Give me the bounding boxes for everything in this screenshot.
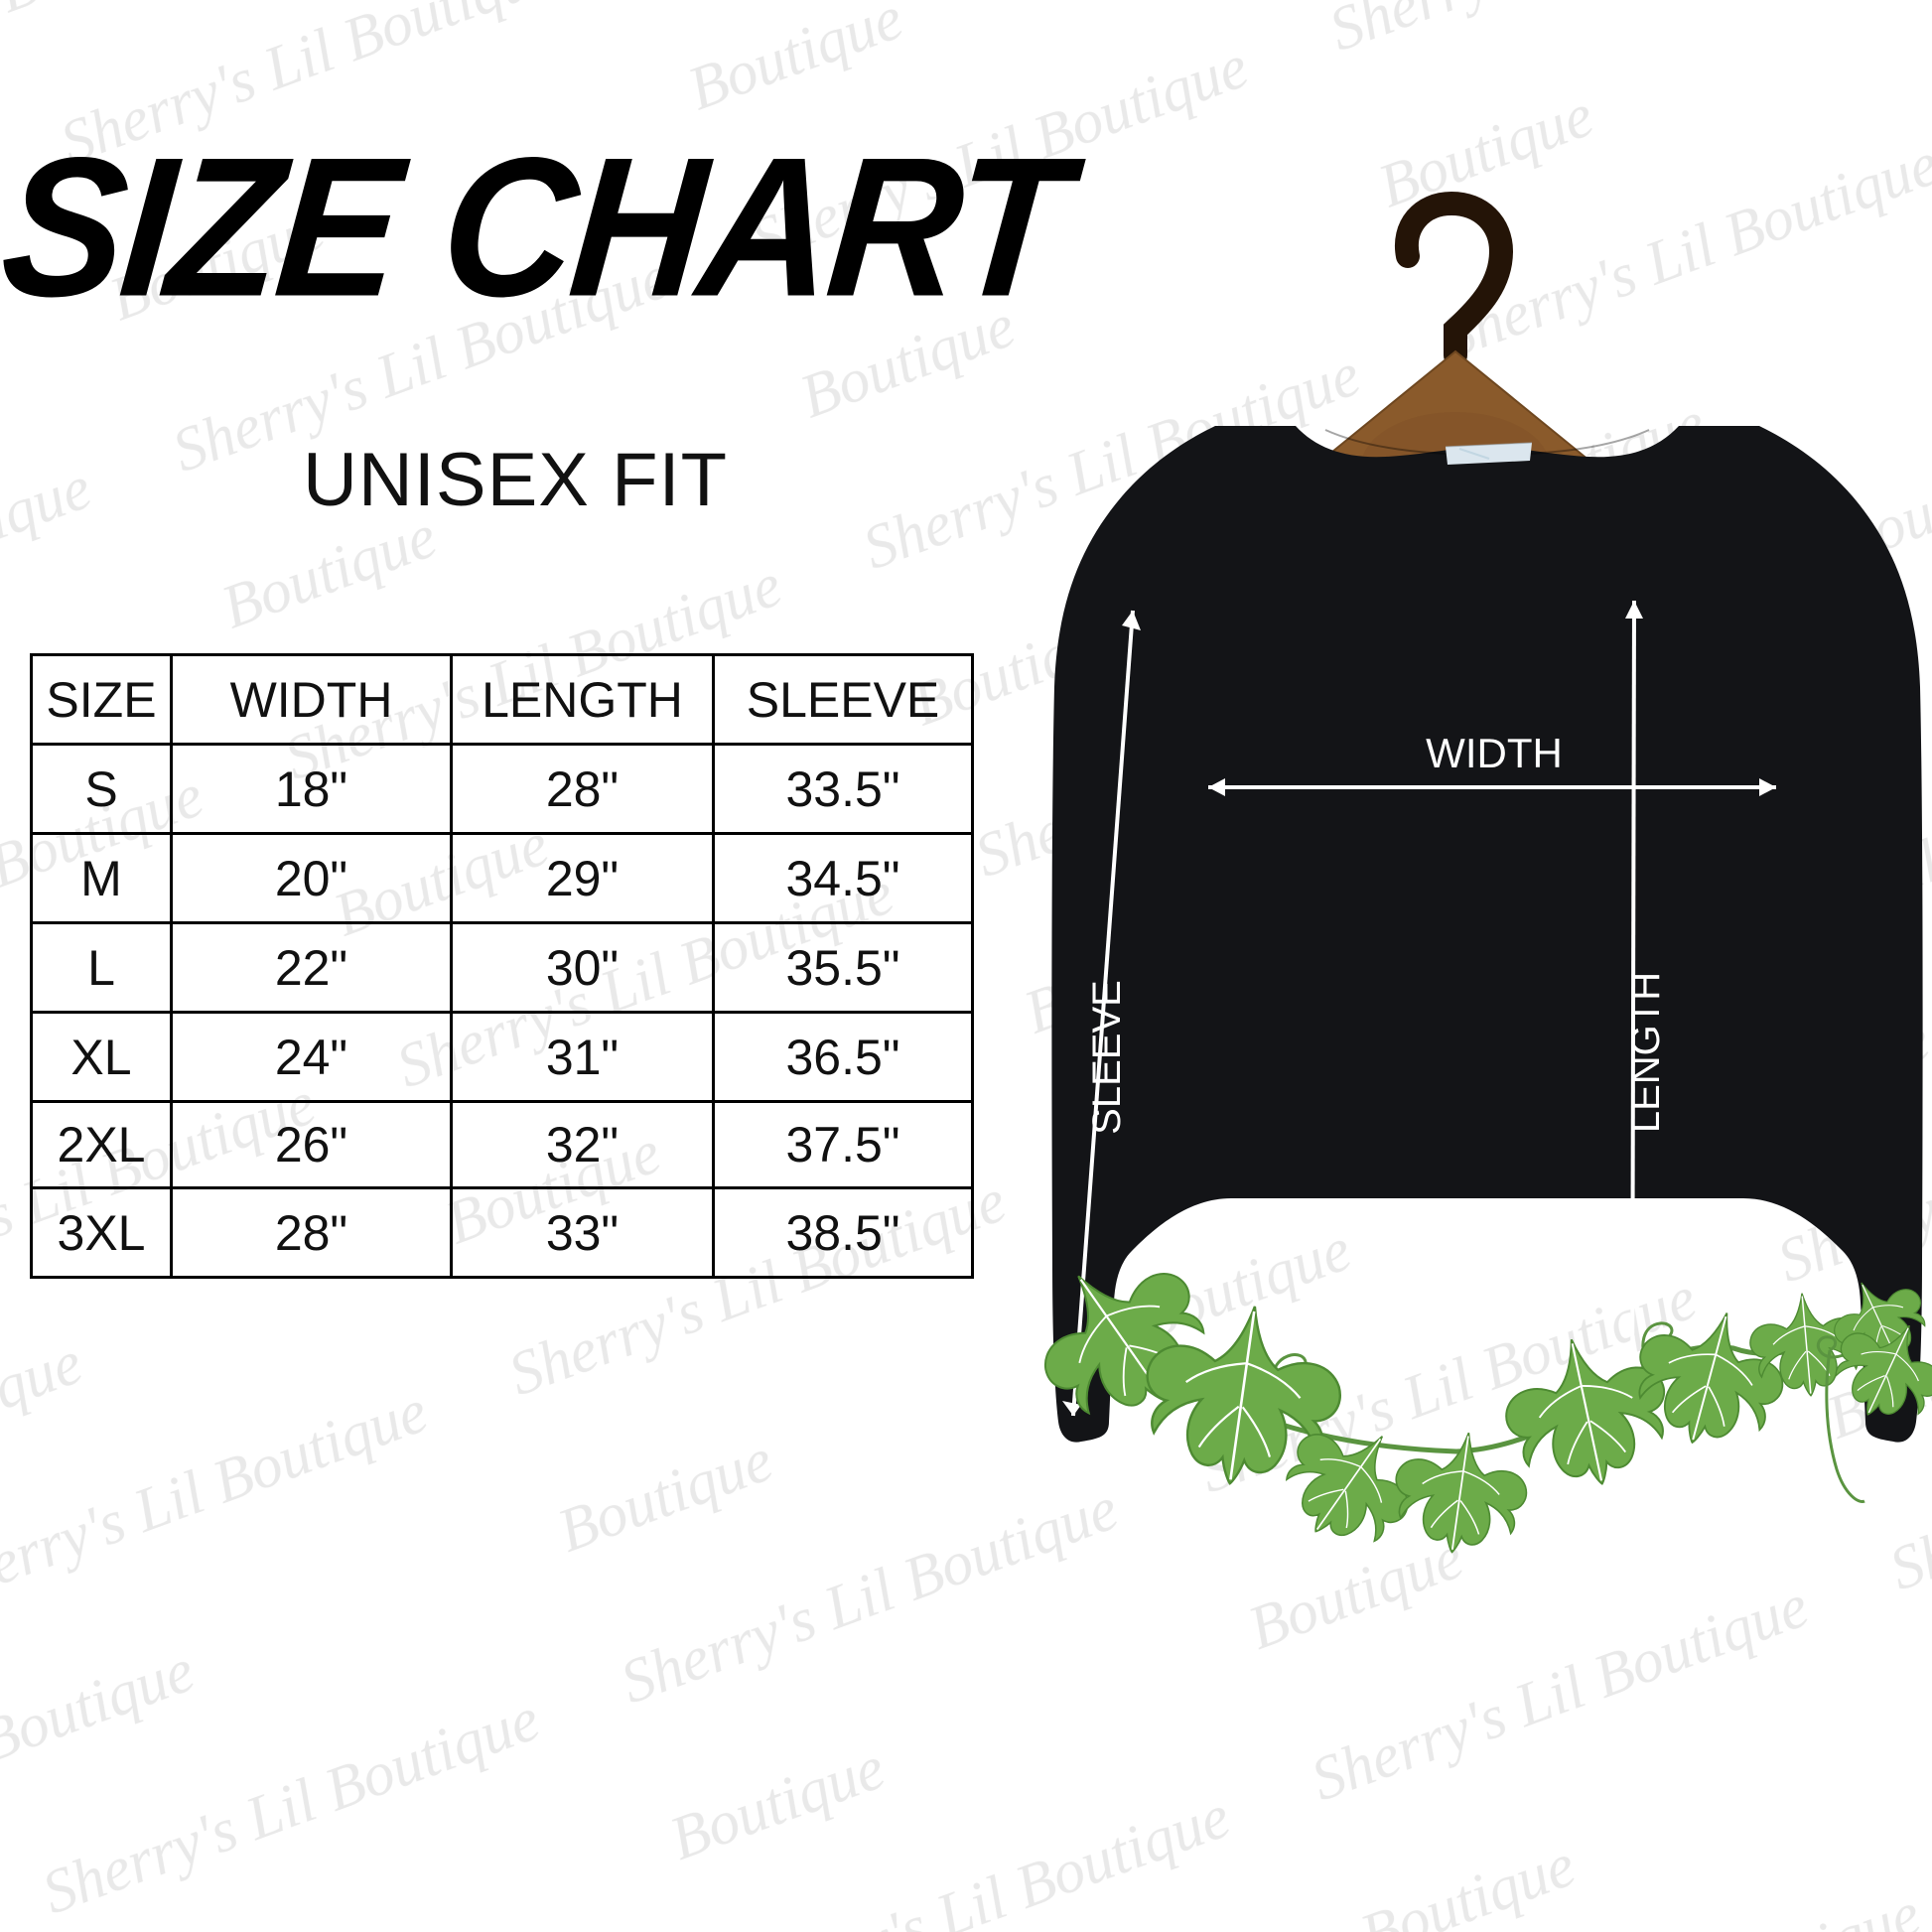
svg-text:WIDTH: WIDTH [1426,730,1563,776]
svg-text:SLEEVE: SLEEVE [1085,980,1129,1135]
svg-text:LENGTH: LENGTH [1624,972,1668,1133]
